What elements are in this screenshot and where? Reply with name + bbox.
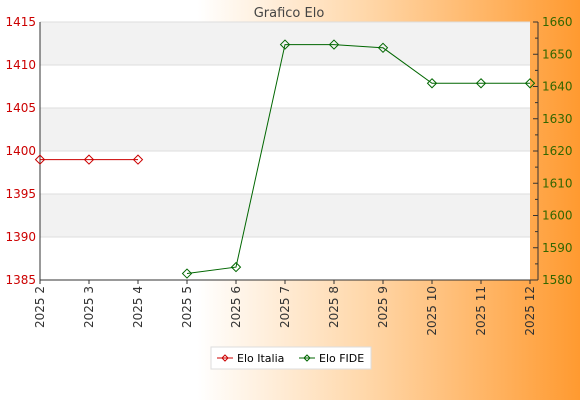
- right-tick-label: 1590: [542, 241, 573, 255]
- right-tick-label: 1610: [542, 176, 573, 190]
- x-tick-label: 2025 3: [82, 286, 96, 328]
- plot-background: [40, 22, 530, 280]
- plot-band: [40, 151, 530, 194]
- right-tick-label: 1640: [542, 80, 573, 94]
- x-tick-label: 2025 9: [376, 286, 390, 328]
- legend-label: Elo Italia: [237, 352, 284, 365]
- legend-label: Elo FIDE: [319, 352, 364, 365]
- left-tick-label: 1390: [5, 230, 36, 244]
- data-point: [524, 78, 536, 89]
- x-tick-label: 2025 12: [523, 286, 537, 336]
- plot-band: [40, 108, 530, 151]
- x-axis-ticks: 2025 2 2025 3 2025 4 2025 5 2025 6 2025 7 2025…: [33, 280, 537, 336]
- plot-band: [40, 194, 530, 237]
- data-point: [181, 268, 193, 279]
- data-point: [475, 78, 487, 89]
- data-point: [279, 39, 291, 50]
- right-tick-label: 1600: [542, 209, 573, 223]
- x-tick-label: 2025 6: [229, 286, 243, 328]
- chart-title: Grafico Elo: [254, 6, 325, 21]
- plot-band: [40, 65, 530, 108]
- left-tick-label: 1400: [5, 144, 36, 158]
- left-tick-label: 1405: [5, 101, 36, 115]
- data-point: [426, 78, 438, 89]
- right-tick-label: 1580: [542, 273, 573, 287]
- left-axis-ticks: 1385 1390 1395 1400 1405 1410 1415: [5, 15, 36, 287]
- x-tick-label: 2025 2: [33, 286, 47, 328]
- left-tick-label: 1415: [5, 15, 36, 29]
- left-tick-label: 1395: [5, 187, 36, 201]
- left-tick-label: 1385: [5, 273, 36, 287]
- legend-swatch-marker: [221, 354, 229, 362]
- right-tick-label: 1630: [542, 112, 573, 126]
- plot-band: [40, 22, 530, 65]
- data-point: [377, 42, 389, 54]
- data-point: [132, 154, 144, 165]
- x-tick-label: 2025 10: [425, 286, 439, 336]
- series-layer: [34, 39, 536, 279]
- right-tick-label: 1620: [542, 144, 573, 158]
- data-point: [230, 261, 242, 273]
- data-point: [328, 39, 340, 50]
- legend: Elo Italia Elo FIDE: [210, 346, 372, 370]
- plot-band: [40, 237, 530, 280]
- x-tick-label: 2025 4: [131, 286, 145, 328]
- series-line: [186, 44, 530, 275]
- x-tick-label: 2025 5: [180, 286, 194, 328]
- x-tick-label: 2025 7: [278, 286, 292, 328]
- legend-box: [210, 346, 372, 370]
- x-tick-label: 2025 11: [474, 286, 488, 336]
- right-axis-ticks: 1580 1590 1600 1610 1620 1630 1640 1650 1660: [533, 15, 573, 287]
- data-point: [34, 154, 46, 165]
- series-elo-fide: [181, 39, 536, 279]
- left-tick-label: 1410: [5, 58, 36, 72]
- right-tick-label: 1650: [542, 47, 573, 61]
- data-point: [83, 154, 95, 165]
- right-tick-label: 1660: [542, 15, 573, 29]
- legend-swatch-marker: [303, 354, 311, 362]
- series-elo-italia: [34, 154, 144, 165]
- x-tick-label: 2025 8: [327, 286, 341, 328]
